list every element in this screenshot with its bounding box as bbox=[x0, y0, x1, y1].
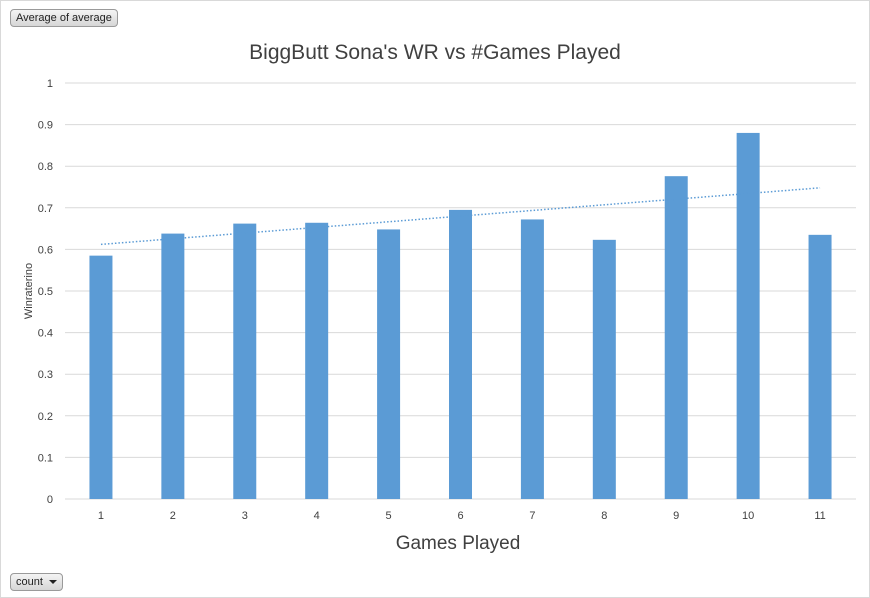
axis-field-label: count bbox=[16, 576, 43, 588]
x-tick-label: 1 bbox=[98, 510, 104, 522]
trendline bbox=[100, 187, 821, 246]
x-tick-label: 5 bbox=[386, 510, 392, 522]
bar-7[interactable] bbox=[520, 219, 544, 499]
y-axis-label: Winraterino bbox=[23, 263, 35, 319]
x-tick-label: 2 bbox=[170, 510, 176, 522]
y-tick-label: 0.4 bbox=[38, 328, 53, 340]
x-tick-label: 8 bbox=[601, 510, 607, 522]
chart-title: BiggButt Sona's WR vs #Games Played bbox=[249, 41, 621, 64]
bars bbox=[89, 132, 832, 500]
x-axis-label: Games Played bbox=[396, 533, 521, 554]
bar-6[interactable] bbox=[449, 209, 472, 499]
y-axis-ticks: 0 0.1 0.2 0.3 0.4 0.5 0.6 0.7 0.8 0.9 1 bbox=[38, 78, 53, 506]
y-tick-label: 0.7 bbox=[38, 203, 53, 215]
y-tick-label: 0.3 bbox=[38, 369, 53, 381]
chevron-down-icon bbox=[48, 580, 57, 585]
x-tick-label: 11 bbox=[814, 510, 825, 522]
x-tick-label: 3 bbox=[242, 510, 248, 522]
bar-8[interactable] bbox=[592, 239, 616, 499]
y-tick-label: 0.6 bbox=[38, 244, 53, 256]
y-tick-label: 0 bbox=[47, 494, 53, 506]
y-tick-label: 0.9 bbox=[38, 120, 53, 132]
y-tick-label: 0.5 bbox=[38, 286, 53, 298]
y-tick-label: 1 bbox=[47, 78, 53, 90]
bar-4[interactable] bbox=[305, 222, 329, 499]
y-tick-label: 0.8 bbox=[38, 161, 53, 173]
bar-3[interactable] bbox=[233, 223, 257, 499]
x-axis-ticks: 1 2 3 4 5 6 7 8 9 10 11 bbox=[98, 510, 826, 522]
value-field-button[interactable]: Average of average bbox=[10, 9, 118, 27]
y-tick-label: 0.2 bbox=[38, 411, 53, 423]
y-tick-label: 0.1 bbox=[38, 452, 53, 464]
bar-1[interactable] bbox=[89, 255, 113, 499]
x-tick-label: 9 bbox=[673, 510, 679, 522]
bar-11[interactable] bbox=[808, 234, 832, 499]
x-tick-label: 7 bbox=[529, 510, 535, 522]
bar-10[interactable] bbox=[736, 132, 760, 500]
bar-9[interactable] bbox=[664, 176, 688, 499]
value-field-label: Average of average bbox=[16, 12, 112, 24]
x-tick-label: 6 bbox=[457, 510, 463, 522]
x-tick-label: 4 bbox=[314, 510, 320, 522]
x-tick-label: 10 bbox=[742, 510, 754, 522]
bar-5[interactable] bbox=[377, 229, 401, 499]
axis-field-button[interactable]: count bbox=[10, 573, 63, 591]
bar-2[interactable] bbox=[161, 233, 185, 500]
